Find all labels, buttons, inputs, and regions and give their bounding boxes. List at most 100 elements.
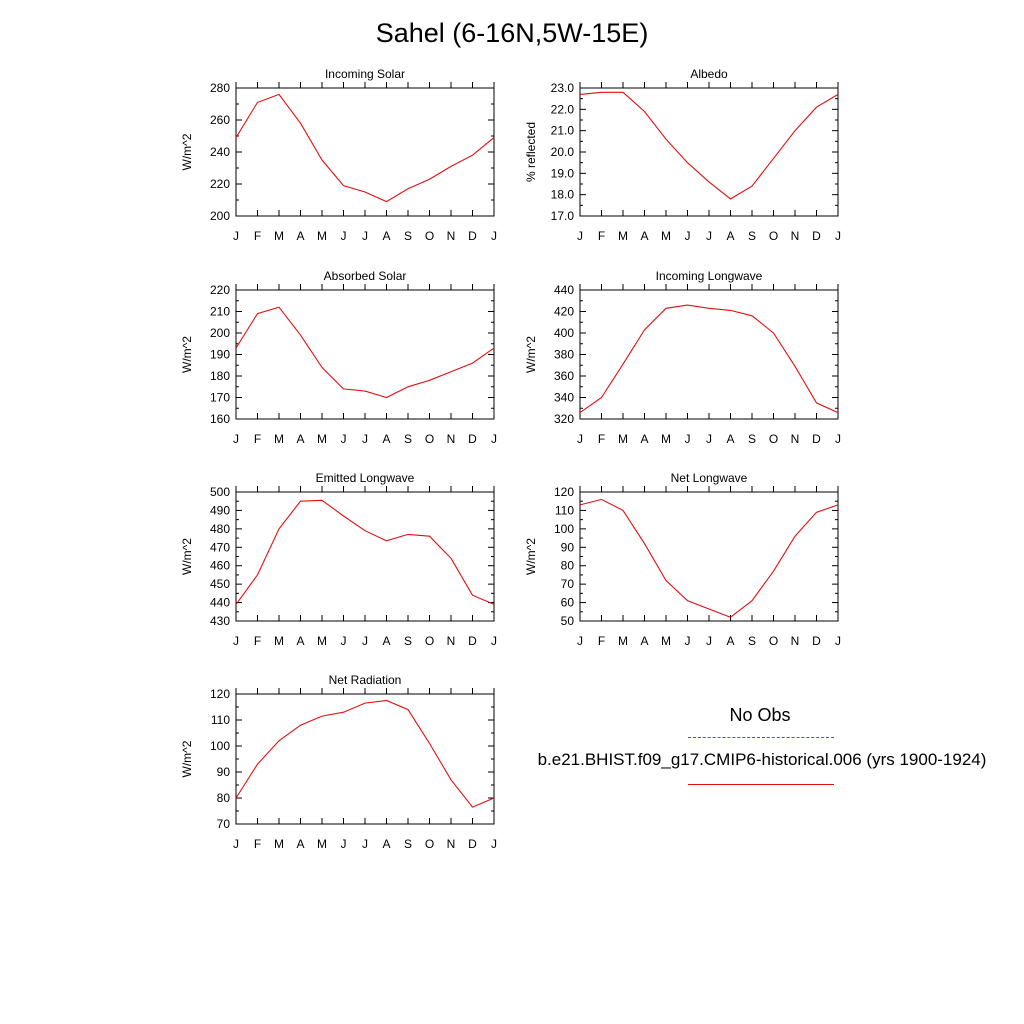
y-tick-label: 23.0 [551,81,575,95]
x-tick-label: N [447,837,456,851]
series-line [235,699,495,808]
chart-panel: Absorbed Solar W/m^2 160 170 180 190 200 210 220… [180,269,497,446]
y-tick-label: 450 [210,577,230,591]
x-tick-label: J [362,634,368,648]
x-tick-label: M [661,432,671,446]
legend-obs-line [688,737,834,738]
y-tick-label: 500 [210,485,230,499]
y-tick-label: 70 [217,817,231,831]
plot-frame [235,87,495,217]
y-tick-label: 21.0 [551,124,575,138]
y-tick-label: 380 [554,348,574,362]
x-tick-label: N [791,229,800,243]
x-tick-label: A [726,229,734,243]
x-tick-label: D [812,634,821,648]
y-axis-label: % reflected [524,122,538,182]
x-tick-label: J [362,837,368,851]
y-tick-label: 17.0 [551,209,575,223]
x-tick-label: N [447,634,456,648]
chart-panel: Emitted Longwave W/m^2 430 440 450 460 470 480 4… [180,471,497,648]
x-tick-label: J [685,432,691,446]
y-tick-label: 110 [211,713,230,727]
x-tick-label: J [362,229,368,243]
y-tick-label: 340 [554,391,574,405]
x-tick-label: J [706,634,712,648]
x-tick-label: A [382,432,390,446]
x-tick-label: M [618,432,628,446]
x-tick-label: M [661,634,671,648]
x-tick-label: J [491,634,497,648]
x-tick-label: A [296,634,304,648]
y-tick-label: 260 [210,113,230,127]
y-tick-label: 22.0 [551,102,575,116]
y-axis-label: W/m^2 [524,336,538,373]
x-tick-label: J [341,634,347,648]
y-tick-label: 100 [554,522,574,536]
series-line [235,499,495,605]
panel-title: Net Radiation [329,673,402,687]
y-tick-label: 20.0 [551,145,575,159]
x-tick-label: O [769,229,778,243]
x-tick-label: J [233,837,239,851]
x-tick-label: J [835,229,841,243]
chart-panel: Incoming Longwave W/m^2 320 340 360 380 400 420… [524,269,841,446]
y-tick-label: 490 [210,503,230,517]
x-tick-label: M [618,229,628,243]
series-line [235,93,495,203]
x-tick-label: J [685,634,691,648]
x-tick-label: D [468,229,477,243]
x-tick-label: F [254,837,261,851]
x-tick-label: S [404,634,412,648]
y-tick-label: 220 [210,177,230,191]
series-line [579,498,839,618]
y-tick-label: 440 [554,283,574,297]
y-axis-label: W/m^2 [524,538,538,575]
panel-title: Net Longwave [671,471,748,485]
x-tick-label: S [404,229,412,243]
y-tick-label: 480 [210,522,230,536]
x-tick-label: J [706,229,712,243]
panel-title: Emitted Longwave [316,471,415,485]
y-tick-label: 80 [217,791,231,805]
x-tick-label: O [769,634,778,648]
y-axis-label: W/m^2 [180,538,194,575]
y-axis-label: W/m^2 [180,133,194,170]
legend-model-label: b.e21.BHIST.f09_g17.CMIP6-historical.006… [537,750,987,769]
y-tick-label: 50 [561,614,575,628]
y-tick-label: 180 [210,369,230,383]
y-tick-label: 400 [554,326,574,340]
y-tick-label: 160 [210,412,230,426]
x-tick-label: A [382,229,390,243]
x-tick-label: D [468,837,477,851]
x-tick-label: S [748,432,756,446]
x-tick-label: M [317,432,327,446]
x-tick-label: M [274,432,284,446]
x-tick-label: J [341,229,347,243]
legend-obs-label: No Obs [729,705,791,725]
y-tick-label: 170 [210,391,230,405]
x-tick-label: J [685,229,691,243]
x-tick-label: A [296,229,304,243]
x-tick-label: M [274,634,284,648]
plot-frame [579,289,839,420]
y-tick-label: 220 [210,283,230,297]
x-tick-label: J [233,432,239,446]
y-tick-label: 60 [561,596,575,610]
panel-title: Incoming Longwave [656,269,763,283]
x-tick-label: D [812,229,821,243]
x-tick-label: A [726,432,734,446]
series-line [235,306,495,399]
plot-frame [579,491,839,622]
panel-title: Albedo [690,67,728,81]
y-tick-label: 80 [561,559,575,573]
x-tick-label: M [274,229,284,243]
y-tick-label: 190 [210,348,230,362]
x-tick-label: J [491,229,497,243]
y-tick-label: 70 [561,577,575,591]
y-tick-label: 100 [210,739,230,753]
y-tick-label: 360 [554,369,574,383]
plot-frame [235,289,495,420]
